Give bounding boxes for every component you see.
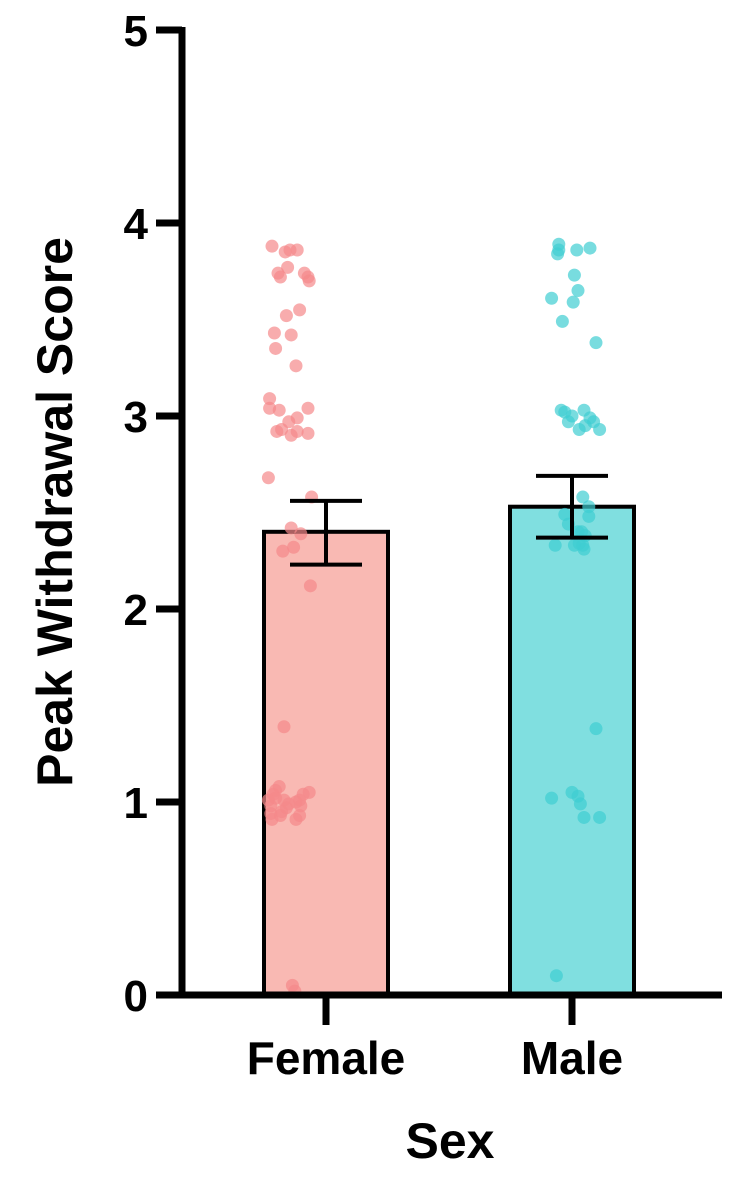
data-point-female [281,260,295,274]
bar-male [508,504,636,997]
data-point-male [593,810,607,824]
data-point-female [275,423,289,437]
data-point-male [548,538,562,552]
data-point-male [577,542,591,556]
axes-layer [156,26,722,1025]
data-point-male [582,500,596,514]
data-point-female [293,303,307,317]
data-point-male [583,241,597,255]
data-point-female [290,243,304,257]
bar-female [262,529,390,997]
data-point-male [593,423,607,437]
data-point-female [287,540,301,554]
data-point-male [549,969,563,983]
data-point-female [261,471,275,485]
data-point-female [279,309,293,323]
data-point-female [267,326,281,340]
data-point-female [289,359,303,373]
data-point-female [265,239,279,253]
data-point-male [573,797,587,811]
labels-layer: 0 1 2 3 4 5 Female Male [124,7,624,1084]
data-point-female [273,809,287,823]
y-tick-label: 1 [124,779,148,828]
data-point-male [545,291,559,305]
data-point-male [589,336,603,350]
x-tick-label: Male [521,1032,623,1084]
data-point-female [269,341,283,355]
data-point-female [272,780,286,794]
data-point-male [566,295,580,309]
data-point-female [302,274,316,288]
data-point-male [572,423,586,437]
y-tick-label: 5 [124,7,148,56]
data-point-male [589,722,603,736]
y-tick-label: 2 [124,586,148,635]
data-point-female [276,544,290,558]
y-axis-title: Peak Withdrawal Score [27,237,83,787]
data-point-male [555,314,569,328]
data-point-female [303,579,317,593]
points-layer [261,237,607,998]
data-point-male [576,490,590,504]
data-point-female [293,809,307,823]
data-point-female [273,270,287,284]
x-axis-title: Sex [406,1113,495,1169]
data-point-female [269,791,283,805]
data-point-male [545,791,559,805]
x-tick-label: Female [247,1032,406,1084]
y-tick-label: 3 [124,393,148,442]
data-point-female [294,527,308,541]
data-point-male [551,247,565,261]
bars-layer [262,504,636,997]
data-point-female [293,793,307,807]
data-point-female [284,328,298,342]
data-point-female [263,392,277,406]
data-point-female [301,401,315,415]
y-tick-label: 4 [124,200,149,249]
data-point-female [301,426,315,440]
data-point-male [570,243,584,257]
data-point-male [582,509,596,523]
data-point-female [290,424,304,438]
data-point-male [577,810,591,824]
error-bars-layer [290,473,608,567]
data-point-female [302,785,316,799]
data-point-female [290,411,304,425]
data-point-female [284,521,298,535]
y-tick-label: 0 [124,972,148,1021]
data-point-female [277,720,291,734]
data-point-female [272,403,286,417]
data-point-male [567,268,581,282]
data-point-male [571,284,585,298]
data-point-male [561,415,575,429]
